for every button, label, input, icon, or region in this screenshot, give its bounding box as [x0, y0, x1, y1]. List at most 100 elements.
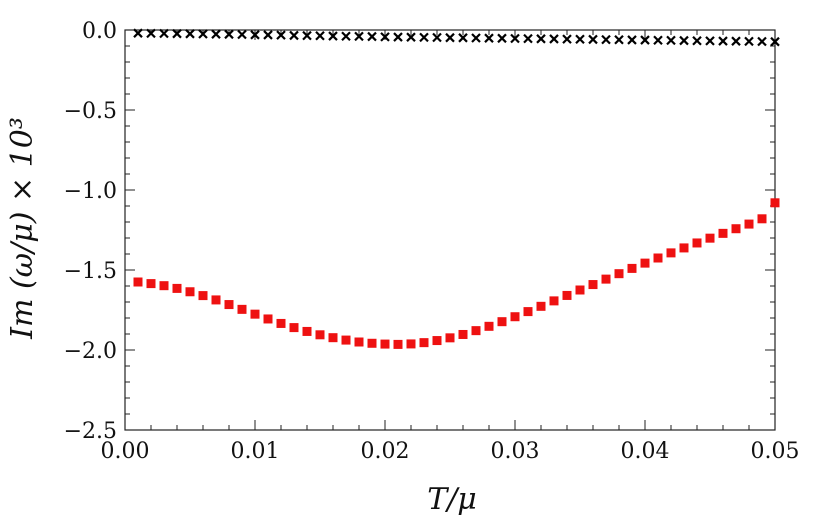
x-axis-title: T/μ — [427, 482, 477, 517]
data-point-square — [679, 243, 689, 253]
data-point-square — [549, 296, 559, 306]
data-point-cross — [770, 36, 780, 47]
data-point-square — [380, 339, 390, 349]
data-point-square — [211, 295, 221, 305]
data-point-square — [705, 233, 715, 243]
cross-stroke — [692, 35, 702, 46]
data-point-square — [133, 277, 143, 287]
data-point-cross — [133, 28, 143, 38]
plot-frame — [124, 29, 776, 431]
cross-stroke — [198, 29, 208, 39]
data-point-cross — [302, 30, 312, 41]
data-point-cross — [497, 33, 507, 44]
data-point-square — [458, 329, 468, 339]
data-point-cross — [185, 29, 195, 39]
cross-stroke — [523, 33, 533, 44]
cross-stroke — [172, 28, 182, 39]
data-point-cross — [289, 30, 299, 41]
data-point-cross — [510, 33, 520, 44]
y-tick-label: −2.0 — [64, 339, 117, 364]
data-point-cross — [614, 34, 624, 45]
cross-stroke — [497, 33, 507, 44]
data-point-square — [302, 326, 312, 336]
data-point-cross — [341, 31, 351, 42]
cross-stroke — [263, 30, 273, 40]
cross-stroke — [276, 30, 286, 40]
data-point-square — [536, 301, 546, 311]
cross-stroke — [224, 29, 234, 40]
data-point-cross — [718, 36, 728, 46]
cross-stroke — [484, 33, 494, 43]
data-point-cross — [666, 35, 676, 46]
x-tick-label: 0.00 — [101, 439, 150, 464]
cross-stroke — [341, 31, 351, 42]
data-point-square — [575, 285, 585, 295]
data-point-cross — [172, 28, 182, 39]
cross-stroke — [744, 36, 754, 47]
data-point-cross — [653, 35, 663, 46]
data-point-cross — [250, 30, 260, 40]
data-point-square — [653, 253, 663, 263]
cross-stroke — [549, 34, 559, 44]
cross-stroke — [380, 32, 390, 42]
data-point-cross — [523, 33, 533, 44]
data-point-cross — [263, 30, 273, 40]
data-point-cross — [445, 32, 455, 43]
cross-stroke — [354, 31, 364, 42]
data-point-square — [666, 248, 676, 258]
data-point-cross — [354, 31, 364, 42]
data-point-cross — [484, 33, 494, 43]
data-point-square — [237, 304, 247, 314]
data-point-square — [289, 323, 299, 333]
data-point-cross — [588, 34, 598, 45]
cross-stroke — [536, 34, 546, 44]
data-point-square — [497, 317, 507, 327]
cross-stroke — [601, 34, 611, 45]
data-point-cross — [640, 35, 650, 45]
data-point-square — [510, 312, 520, 322]
data-point-square — [627, 263, 637, 273]
data-point-cross — [367, 31, 377, 42]
x-tick-label: 0.01 — [231, 439, 280, 464]
data-point-cross — [549, 34, 559, 44]
cross-stroke — [458, 33, 468, 43]
data-point-square — [484, 321, 494, 331]
cross-stroke — [445, 32, 455, 43]
data-point-cross — [692, 35, 702, 46]
x-tick-label: 0.05 — [751, 439, 800, 464]
data-point-square — [445, 333, 455, 343]
data-point-cross — [627, 35, 637, 45]
cross-stroke — [367, 31, 377, 42]
axes: 0.00 0.01 0.02 0.03 0.04 0.05 0.0 −0.5 −1.0 −1.5 −… — [64, 19, 800, 464]
cross-stroke — [770, 36, 780, 47]
cross-stroke — [653, 35, 663, 46]
data-point-cross — [562, 34, 572, 44]
x-tick-label: 0.03 — [491, 439, 540, 464]
data-point-square — [250, 309, 260, 319]
data-point-square — [172, 283, 182, 293]
data-point-square — [185, 287, 195, 297]
data-point-cross — [276, 30, 286, 40]
cross-stroke — [432, 32, 442, 43]
data-point-square — [315, 330, 325, 340]
cross-stroke — [575, 34, 585, 45]
y-tick-label: −1.5 — [64, 259, 117, 284]
data-point-cross — [757, 36, 767, 47]
data-point-square — [614, 269, 624, 279]
data-point-square — [146, 279, 156, 289]
data-point-square — [341, 335, 351, 345]
x-tick-label: 0.04 — [621, 439, 670, 464]
cross-stroke — [471, 33, 481, 43]
data-point-cross — [731, 36, 741, 46]
data-point-square — [770, 198, 780, 208]
data-point-cross — [237, 29, 247, 40]
data-point-square — [471, 326, 481, 336]
data-point-square — [393, 339, 403, 349]
cross-stroke — [159, 28, 169, 39]
data-point-cross — [575, 34, 585, 45]
cross-stroke — [705, 36, 715, 46]
cross-stroke — [133, 28, 143, 38]
data-point-cross — [380, 32, 390, 42]
data-point-cross — [419, 32, 429, 43]
